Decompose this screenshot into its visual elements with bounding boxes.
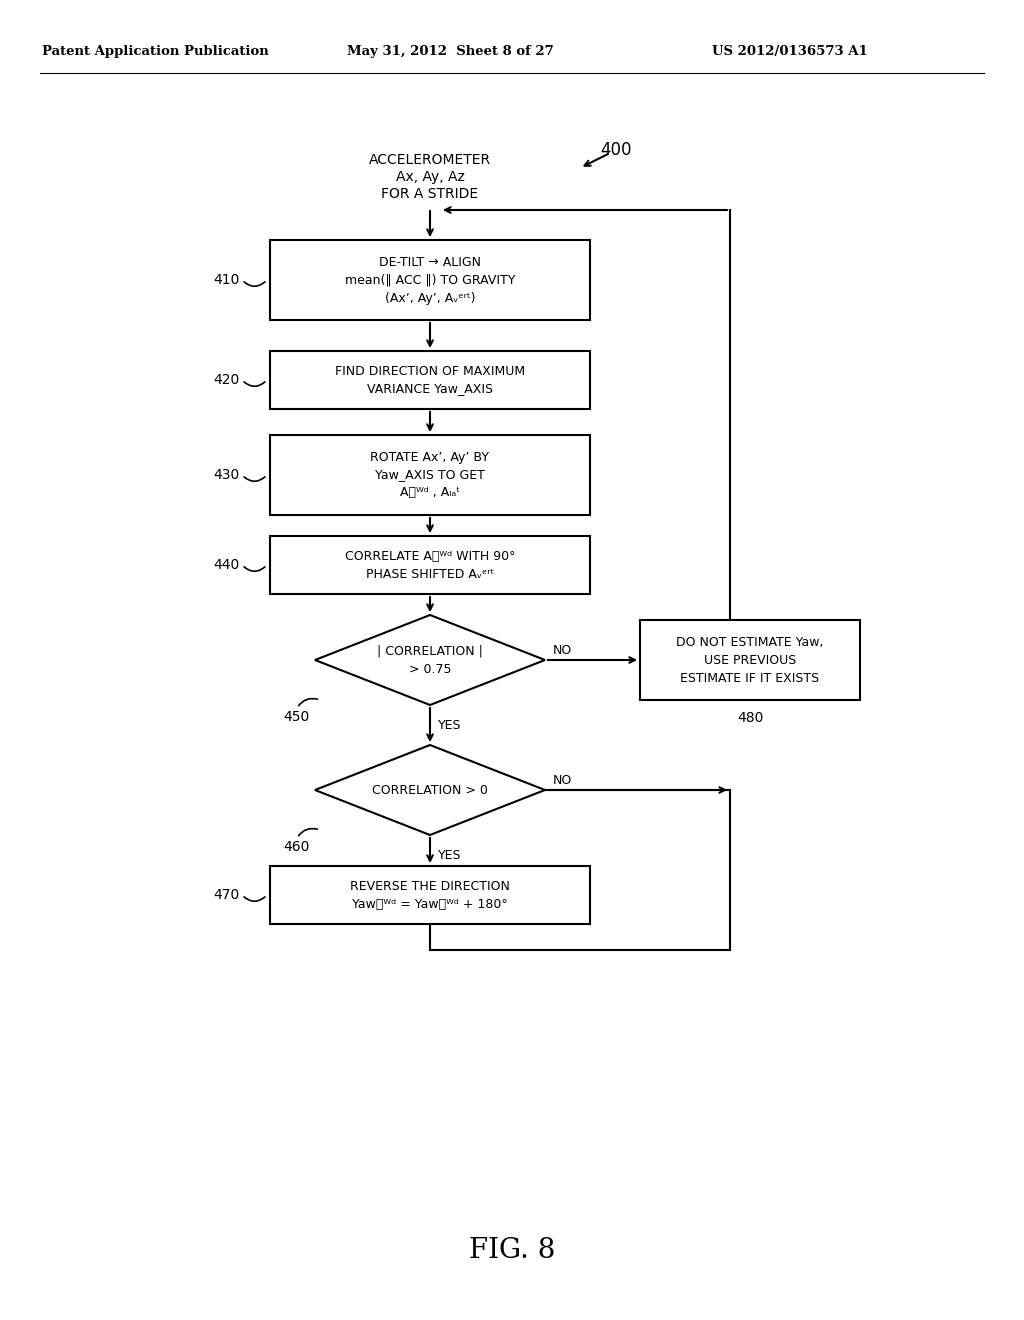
Bar [270,240,590,319]
Text: 480: 480 [737,711,763,725]
Text: US 2012/0136573 A1: US 2012/0136573 A1 [712,45,868,58]
Bar [270,536,590,594]
Text: REVERSE THE DIRECTION: REVERSE THE DIRECTION [350,879,510,892]
Text: PHASE SHIFTED Aᵥᵉʳᵗ: PHASE SHIFTED Aᵥᵉʳᵗ [366,568,495,581]
Text: ACCELEROMETER: ACCELEROMETER [369,153,492,168]
Bar [270,866,590,924]
Text: ESTIMATE IF IT EXISTS: ESTIMATE IF IT EXISTS [680,672,819,685]
Text: VARIANCE Yaw_AXIS: VARIANCE Yaw_AXIS [367,383,493,396]
Text: Yaw_AXIS TO GET: Yaw_AXIS TO GET [375,469,485,482]
Text: YES: YES [438,849,462,862]
Text: 420: 420 [214,374,240,387]
Text: DO NOT ESTIMATE Yaw,: DO NOT ESTIMATE Yaw, [676,635,823,648]
Text: YES: YES [438,718,462,731]
Text: CORRELATE A₟ᵂᵈ WITH 90°: CORRELATE A₟ᵂᵈ WITH 90° [345,549,515,562]
Text: May 31, 2012  Sheet 8 of 27: May 31, 2012 Sheet 8 of 27 [347,45,553,58]
Bar [640,620,860,700]
Text: 440: 440 [214,558,240,572]
Bar [270,436,590,515]
Polygon shape [315,744,545,836]
Text: ROTATE Ax’, Ay’ BY: ROTATE Ax’, Ay’ BY [371,450,489,463]
Text: FOR A STRIDE: FOR A STRIDE [381,187,478,201]
Text: FIG. 8: FIG. 8 [469,1237,555,1263]
Text: 400: 400 [600,141,632,158]
Bar [270,351,590,409]
Text: 430: 430 [214,469,240,482]
Text: mean(‖ ACC ‖) TO GRAVITY: mean(‖ ACC ‖) TO GRAVITY [345,273,515,286]
Text: NO: NO [553,774,572,787]
Text: DE-TILT → ALIGN: DE-TILT → ALIGN [379,256,481,268]
Text: > 0.75: > 0.75 [409,663,452,676]
Text: (Ax’, Ay’, Aᵥᵉʳᵗ): (Ax’, Ay’, Aᵥᵉʳᵗ) [385,292,475,305]
Text: CORRELATION > 0: CORRELATION > 0 [372,784,488,796]
Text: Yaw₟ᵂᵈ = Yaw₟ᵂᵈ + 180°: Yaw₟ᵂᵈ = Yaw₟ᵂᵈ + 180° [352,898,508,911]
Text: FIND DIRECTION OF MAXIMUM: FIND DIRECTION OF MAXIMUM [335,364,525,378]
Text: 410: 410 [214,273,240,286]
Text: 470: 470 [214,888,240,902]
Text: Patent Application Publication: Patent Application Publication [42,45,268,58]
Text: A₟ᵂᵈ , Aₗₐᵗ: A₟ᵂᵈ , Aₗₐᵗ [400,487,460,499]
Text: Ax, Ay, Az: Ax, Ay, Az [395,170,465,183]
Text: USE PREVIOUS: USE PREVIOUS [703,653,796,667]
Text: 460: 460 [284,840,310,854]
Polygon shape [315,615,545,705]
Text: | CORRELATION |: | CORRELATION | [377,644,483,657]
Text: 450: 450 [284,710,310,723]
Text: NO: NO [553,644,572,656]
